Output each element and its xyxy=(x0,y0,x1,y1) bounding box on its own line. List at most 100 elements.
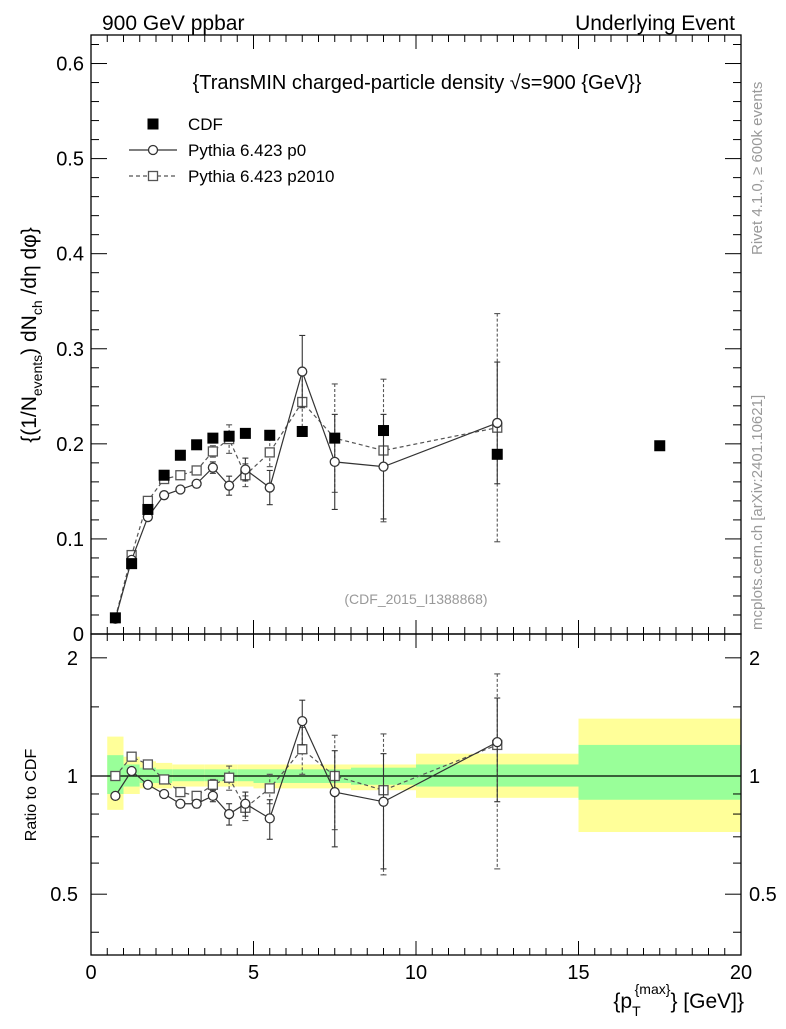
y-label-sub-ch: ch xyxy=(29,300,45,315)
y-label-part-c: ) dN xyxy=(18,315,41,355)
y-label-part-e: /dη dφ} xyxy=(18,227,41,300)
point-p2010 xyxy=(264,447,275,458)
ratio-point-p0 xyxy=(207,790,219,802)
y-tick-label: 0.5 xyxy=(56,149,84,171)
band-inner xyxy=(204,769,221,782)
ratio-tick-label-right: 1 xyxy=(749,766,760,788)
y-axis-label: {(1/Nevents) dNch /dη dφ} xyxy=(18,227,45,443)
ratio-point-p0 xyxy=(378,796,389,807)
ratio-point-p0 xyxy=(158,788,170,800)
series-line-p0 xyxy=(114,369,498,619)
point-p0 xyxy=(297,366,308,377)
series-line-p2010 xyxy=(114,401,498,618)
point-cdf xyxy=(296,425,308,437)
x-tick-label: 20 xyxy=(730,962,752,984)
band-inner xyxy=(237,769,254,782)
band-inner xyxy=(172,769,189,782)
point-p2010 xyxy=(191,465,202,476)
ratio-point-p0 xyxy=(110,790,121,802)
point-p0 xyxy=(223,480,235,491)
point-cdf xyxy=(158,469,170,481)
ratio-tick-label-left: 0.5 xyxy=(50,884,78,906)
header-right: Underlying Event xyxy=(575,12,735,35)
ratio-point-p0 xyxy=(126,765,137,777)
ratio-point-p0 xyxy=(264,813,275,824)
point-p0 xyxy=(240,464,251,475)
y-tick-label: 0.3 xyxy=(56,339,84,361)
point-p0 xyxy=(264,482,275,493)
ratio-point-p2010 xyxy=(142,759,154,770)
ratio-point-p2010 xyxy=(223,772,235,783)
ratio-point-p2010 xyxy=(207,779,219,790)
point-p0 xyxy=(158,490,170,501)
point-p0 xyxy=(175,484,186,495)
main-panel-content xyxy=(109,313,666,624)
point-cdf xyxy=(109,612,121,624)
ratio-point-p0 xyxy=(175,798,186,809)
ratio-point-p2010 xyxy=(264,783,275,794)
series-cdf xyxy=(109,425,666,624)
legend-marker-cdf xyxy=(147,118,159,130)
point-cdf xyxy=(142,503,154,515)
x-axis-label: {pT {max}} [GeV]} xyxy=(613,981,744,1019)
point-cdf xyxy=(174,449,186,461)
band-inner xyxy=(188,769,205,782)
ratio-point-p2010 xyxy=(175,786,186,798)
ratio-tick-label-left: 2 xyxy=(67,648,78,670)
ratio-point-p2010 xyxy=(158,774,170,785)
chart-title: {TransMIN charged-particle density √s=90… xyxy=(193,72,642,94)
point-p0 xyxy=(329,456,340,468)
legend: CDF Pythia 6.423 p0 Pythia 6.423 p2010 xyxy=(129,115,335,186)
ratio-point-p2010 xyxy=(126,751,137,762)
ratio-point-p0 xyxy=(223,808,235,820)
series-p2010 xyxy=(110,313,503,623)
point-p2010 xyxy=(175,470,186,481)
legend-label-p2010: Pythia 6.423 p2010 xyxy=(188,167,335,186)
x-label-tail: } [GeV]} xyxy=(670,990,744,1013)
band-inner xyxy=(578,744,741,800)
axes: 0 5 10 15 20 0 0.1 0.2 0.3 0.4 0.5 0.6 0.5 0.5 1 1 2 2 xyxy=(50,34,777,984)
analysis-watermark: (CDF_2015_I1388868) xyxy=(344,591,487,607)
legend-marker-p0 xyxy=(147,144,159,156)
point-cdf xyxy=(239,427,251,439)
header-left: 900 GeV ppbar xyxy=(102,12,244,35)
y-tick-label: 0.4 xyxy=(56,244,84,266)
ratio-point-p2010 xyxy=(110,770,121,782)
x-label-main: {p xyxy=(613,990,632,1013)
point-p0 xyxy=(492,417,503,429)
point-cdf xyxy=(126,558,138,570)
ratio-tick-label-right: 0.5 xyxy=(749,884,777,906)
y-label-part-a: {(1/N xyxy=(18,396,41,443)
x-tick-label: 0 xyxy=(85,962,96,984)
ratio-point-p0 xyxy=(329,786,340,798)
ratio-point-p2010 xyxy=(297,744,308,755)
legend-item-p0: Pythia 6.423 p0 xyxy=(129,141,306,160)
point-p2010 xyxy=(207,446,219,457)
y-tick-label: 0.6 xyxy=(56,54,84,76)
point-cdf xyxy=(207,432,219,444)
x-label-sub: T xyxy=(632,1003,641,1019)
mcplots-label: mcplots.cern.ch [arXiv:2401.10621] xyxy=(749,395,766,630)
ratio-tick-label-left: 1 xyxy=(67,766,78,788)
rivet-label: Rivet 4.1.0, ≥ 600k events xyxy=(749,82,766,255)
y-tick-label: 0 xyxy=(73,624,84,646)
legend-item-p2010: Pythia 6.423 p2010 xyxy=(129,167,335,186)
ratio-point-p0 xyxy=(492,736,503,748)
point-p0 xyxy=(378,461,389,472)
legend-marker-p2010 xyxy=(147,170,159,182)
point-cdf xyxy=(378,425,389,437)
y-tick-label: 0.1 xyxy=(56,529,84,551)
x-tick-label: 15 xyxy=(567,962,589,984)
ratio-point-p0 xyxy=(142,779,154,790)
ratio-point-p0 xyxy=(191,798,202,809)
point-cdf xyxy=(491,448,503,460)
band-inner xyxy=(139,767,156,783)
point-cdf xyxy=(264,429,276,441)
ratio-axis-label: Ratio to CDF xyxy=(23,749,40,842)
legend-item-cdf: CDF xyxy=(147,115,223,134)
svg-text:{(1/Nevents) dNch /dη dφ}: {(1/Nevents) dNch /dη dφ} xyxy=(18,227,45,443)
y-tick-label: 0.2 xyxy=(56,434,84,456)
x-label-sup: {max} xyxy=(635,981,671,997)
